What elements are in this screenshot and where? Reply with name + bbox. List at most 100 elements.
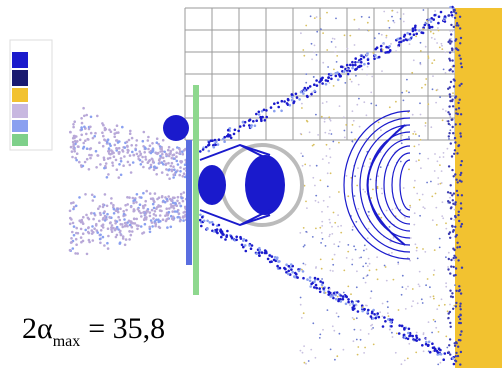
particle (438, 15, 441, 18)
particle (392, 209, 394, 211)
particle (449, 100, 451, 102)
particle (409, 43, 411, 45)
particle (332, 264, 334, 266)
particle (85, 114, 88, 117)
particle (458, 107, 460, 109)
particle (179, 170, 182, 173)
particle (122, 237, 125, 240)
particle (328, 133, 330, 135)
particle (91, 225, 94, 228)
particle (319, 334, 321, 336)
particle (445, 286, 447, 288)
particle (408, 343, 410, 345)
particle (432, 88, 434, 90)
particle (378, 213, 380, 215)
particle (405, 308, 407, 310)
particle (154, 220, 157, 223)
particle (113, 208, 116, 211)
particle (386, 35, 388, 37)
particle (90, 212, 93, 215)
particle (370, 179, 372, 181)
particle (304, 164, 306, 166)
particle (450, 81, 452, 83)
particle (114, 222, 117, 225)
particle (299, 232, 301, 234)
particle (313, 286, 316, 289)
particle (291, 96, 294, 99)
particle (260, 118, 263, 121)
particle (306, 96, 309, 99)
particle (303, 312, 305, 314)
particle (354, 44, 356, 46)
particle (258, 247, 261, 250)
particle (85, 133, 88, 136)
particle (328, 116, 330, 118)
particle (121, 226, 124, 229)
particle (206, 228, 209, 231)
particle (450, 24, 452, 26)
particle (171, 210, 174, 213)
particle (398, 41, 401, 44)
particle (127, 161, 130, 164)
particle (219, 228, 222, 231)
particle (148, 226, 151, 229)
particle (301, 103, 303, 105)
particle (433, 295, 435, 297)
particle (90, 116, 93, 119)
particle (206, 220, 209, 223)
particle (368, 228, 370, 230)
particle (313, 76, 315, 78)
particle (70, 241, 73, 244)
particle (452, 132, 454, 134)
particle (162, 157, 165, 160)
particle (203, 220, 206, 223)
particle (235, 239, 238, 242)
particle (371, 328, 373, 330)
particle (103, 244, 106, 247)
particle (332, 38, 334, 40)
particle (80, 241, 83, 244)
particle (420, 50, 422, 52)
particle (343, 66, 345, 68)
particle (452, 92, 454, 94)
particle (249, 119, 252, 122)
particle (82, 107, 85, 110)
particle (418, 284, 420, 286)
particle (296, 96, 299, 99)
particle (457, 346, 459, 348)
particle (443, 19, 445, 21)
particle (252, 120, 255, 123)
particle (118, 140, 121, 143)
particle (454, 97, 456, 99)
particle (82, 165, 85, 168)
particle (114, 129, 117, 132)
particle (106, 242, 109, 245)
particle (339, 105, 341, 107)
particle (425, 337, 427, 339)
particle (314, 17, 316, 19)
particle (319, 280, 322, 283)
particle (449, 197, 451, 199)
particle (434, 321, 436, 323)
particle (315, 287, 318, 290)
particle (352, 226, 354, 228)
particle (331, 41, 333, 43)
particle (454, 149, 456, 151)
particle (101, 131, 104, 134)
particle (460, 322, 462, 324)
particle (386, 280, 388, 282)
particle (183, 172, 186, 175)
particle (75, 238, 78, 241)
particle (458, 220, 460, 222)
particle (459, 99, 461, 101)
particle (403, 13, 405, 15)
particle (338, 191, 340, 193)
particle (459, 318, 461, 320)
particle (438, 331, 440, 333)
particle (182, 175, 185, 178)
particle (433, 33, 435, 35)
particle (407, 286, 409, 288)
particle (163, 151, 166, 154)
particle (322, 32, 324, 34)
particle (243, 124, 246, 127)
